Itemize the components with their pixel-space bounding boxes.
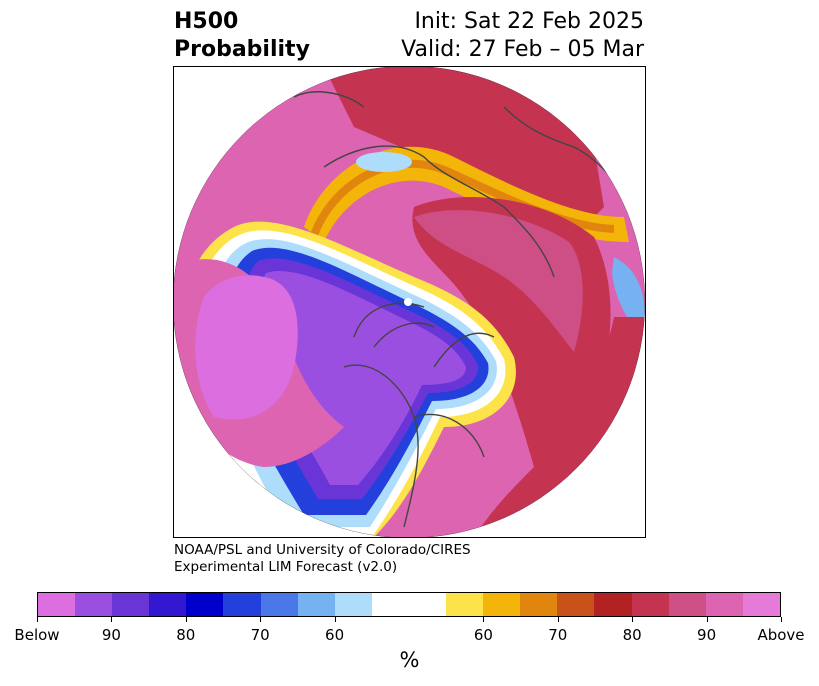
- colorbar-tick-mark: [334, 617, 336, 622]
- coastlines: [293, 91, 625, 528]
- credit-line-1: NOAA/PSL and University of Colorado/CIRE…: [174, 542, 471, 558]
- colorbar-tick-mark: [632, 617, 634, 622]
- title-quantity: Probability: [174, 37, 310, 62]
- colorbar-tick-label: Above: [757, 626, 805, 644]
- colorbar-segment: [112, 593, 150, 616]
- colorbar-tick-label: 90: [101, 626, 121, 644]
- colorbar-segment: [260, 593, 298, 616]
- below-core-west: [195, 275, 298, 420]
- colorbar-units: %: [399, 648, 420, 672]
- colorbar-segment: [149, 593, 187, 616]
- init-date: Init: Sat 22 Feb 2025: [414, 9, 644, 34]
- colorbar-segment: [594, 593, 632, 616]
- colorbar-tick-label: Below: [14, 626, 60, 644]
- forecast-dates: Init: Sat 22 Feb 2025 Valid: 27 Feb – 05…: [401, 8, 644, 64]
- colorbar-segment: [557, 593, 595, 616]
- valid-date: Valid: 27 Feb – 05 Mar: [401, 37, 644, 62]
- colorbar-segment: [223, 593, 261, 616]
- colorbar-tick-label: 60: [325, 626, 345, 644]
- colorbar-tick-mark: [706, 617, 708, 622]
- colorbar-segment: [742, 593, 780, 616]
- colorbar-ticks: Below 90 80 70 60 60 70 80 90 Above: [14, 617, 805, 646]
- colorbar-segment: [446, 593, 484, 616]
- colorbar-segment: [297, 593, 335, 616]
- colorbar-tick-label: 60: [473, 626, 493, 644]
- pale-blue-patch-north: [356, 152, 412, 172]
- colorbar-segment: [186, 593, 224, 616]
- colorbar-tick-mark: [111, 617, 113, 622]
- credit-line-2: Experimental LIM Forecast (v2.0): [174, 559, 398, 575]
- colorbar-segment: [631, 593, 669, 616]
- colorbar-tick-mark: [557, 617, 559, 622]
- colorbar-segment: [483, 593, 521, 616]
- colorbar-segment: [705, 593, 743, 616]
- colorbar-tick-label: 80: [622, 626, 642, 644]
- probability-field: [174, 67, 645, 537]
- colorbar-tick-label: 70: [548, 626, 568, 644]
- north-pole-marker: [404, 298, 412, 306]
- colorbar-tick-mark: [781, 617, 782, 622]
- credit-text: NOAA/PSL and University of Colorado/CIRE…: [174, 542, 471, 576]
- colorbar-segment: [334, 593, 372, 616]
- title-variable: H500: [174, 9, 239, 34]
- colorbar-tick-mark: [37, 617, 38, 622]
- colorbar-segment: [75, 593, 113, 616]
- chart-title: H500 Probability: [174, 8, 310, 64]
- colorbar-segment: [38, 593, 76, 616]
- colorbar-tick-mark: [483, 617, 485, 622]
- above-core-east: [414, 210, 583, 352]
- colorbar-segment: [371, 593, 447, 616]
- colorbar-tick-label: 80: [176, 626, 196, 644]
- colorbar-tick-mark: [260, 617, 262, 622]
- map-panel: [173, 66, 646, 538]
- colorbar: [37, 592, 781, 617]
- colorbar-segment: [520, 593, 558, 616]
- colorbar-tick-mark: [185, 617, 187, 622]
- colorbar-tick-label: 90: [697, 626, 717, 644]
- above-zone-north: [324, 67, 604, 237]
- colorbar-segment: [668, 593, 706, 616]
- colorbar-tick-label: 70: [250, 626, 270, 644]
- probability-map: [174, 67, 645, 537]
